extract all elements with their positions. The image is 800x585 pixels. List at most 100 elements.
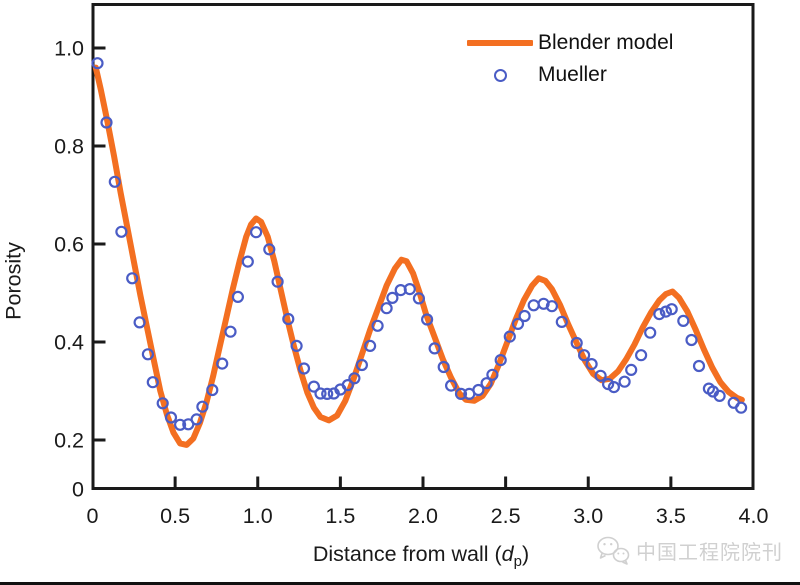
blender-model-line-swatch [467,40,533,46]
y-tick-label: 0.4 [54,331,84,355]
watermark: 中国工程院院刊 [596,535,783,565]
mueller-point [231,290,244,303]
mueller-point [321,387,334,400]
mueller-point [480,377,493,390]
mueller-point [472,383,485,397]
blender-model-line [92,64,745,448]
mueller-point [263,243,276,256]
mueller-point [380,302,393,315]
x-tick-label: 2.5 [491,504,521,528]
watermark-text: 中国工程院院刊 [636,541,783,564]
mueller-point [618,375,631,388]
y-tick-label: 0 [72,478,84,502]
mueller-point [585,358,598,371]
mueller-point [437,360,450,374]
legend-label-blender-model: Blender model [538,31,674,54]
mueller-point [91,57,104,70]
mueller-point [659,305,673,318]
mueller-point [644,326,657,339]
y-tick-label: 0.6 [54,233,84,257]
y-tick-label: 0.8 [54,135,84,159]
mueller-point [577,349,591,362]
mueller-point [494,354,507,367]
x-tick-label: 0 [87,504,99,528]
mueller-point [454,387,468,400]
wechat-icon [597,536,630,565]
mueller-point [364,339,377,352]
mueller-point [290,339,303,352]
y-axis-title: Porosity [1,242,26,320]
mueller-point [545,300,559,313]
mueller-point [625,363,638,376]
mueller-point [421,313,434,326]
mueller-point [445,379,458,392]
mueller-point [386,291,399,304]
mueller-point [224,325,237,338]
x-axis-title-suffix: ) [521,541,530,566]
mueller-point [164,411,178,424]
mueller-point [412,292,425,305]
mueller-point [190,413,203,426]
mueller-point [133,316,146,329]
mueller-point [713,389,726,402]
mueller-point [511,317,525,330]
bottom-border-bar [0,582,800,585]
mueller-point [196,400,209,413]
mueller-point [428,342,441,355]
x-tick-label: 0.5 [160,504,190,528]
x-axis-title: Distance from wall (dp) [313,542,529,570]
mueller-point [403,283,416,296]
mueller-point [527,299,540,312]
mueller-point [537,297,550,310]
mueller-point [250,226,263,239]
mueller-point [570,336,583,350]
mueller-point [653,308,666,321]
legend-item-blender-model: Blender model [467,27,673,59]
mueller-circle-swatch [493,68,507,82]
mueller-point [355,358,368,372]
mueller-point [555,315,568,328]
mueller-point [371,319,384,332]
mueller-point [146,376,159,389]
mueller-point [607,381,621,394]
x-axis-title-prefix: Distance from wall ( [312,541,502,566]
mueller-point [634,349,648,362]
legend-item-mueller: Mueller [467,59,673,91]
mueller-point [126,272,139,285]
plot-frame [91,3,755,490]
mueller-point [677,314,690,327]
y-tick-label: 1.0 [54,37,84,61]
legend-circle-swatch-wrap [467,68,533,82]
mueller-point [348,372,361,385]
mueller-point [692,359,706,373]
x-tick-label: 1.0 [243,504,273,528]
mueller-point [734,401,748,414]
y-tick-label: 0.2 [54,429,84,453]
mueller-point [665,303,678,316]
x-axis-title-variable: d [501,541,514,566]
mueller-point [486,368,499,381]
mueller-point [108,175,121,188]
mueller-point [216,357,229,370]
mueller-point [174,418,187,431]
mueller-point [518,309,531,323]
mueller-point [141,348,154,361]
x-tick-label: 2.0 [408,504,438,528]
x-tick-label: 3.5 [656,504,686,528]
legend-line-swatch-wrap [467,40,533,46]
mueller-point [307,380,320,393]
x-tick-label: 4.0 [739,504,769,528]
mueller-point [206,383,219,397]
x-axis-title-subscript: p [513,553,522,571]
legend: Blender model Mueller [467,27,673,91]
mueller-point [503,330,516,343]
mueller-point [297,362,311,375]
mueller-point [282,312,295,326]
mueller-point [594,369,607,382]
mueller-point [271,275,284,288]
x-tick-label: 3.0 [573,504,603,528]
mueller-point [115,225,128,238]
mueller-point [341,379,354,392]
